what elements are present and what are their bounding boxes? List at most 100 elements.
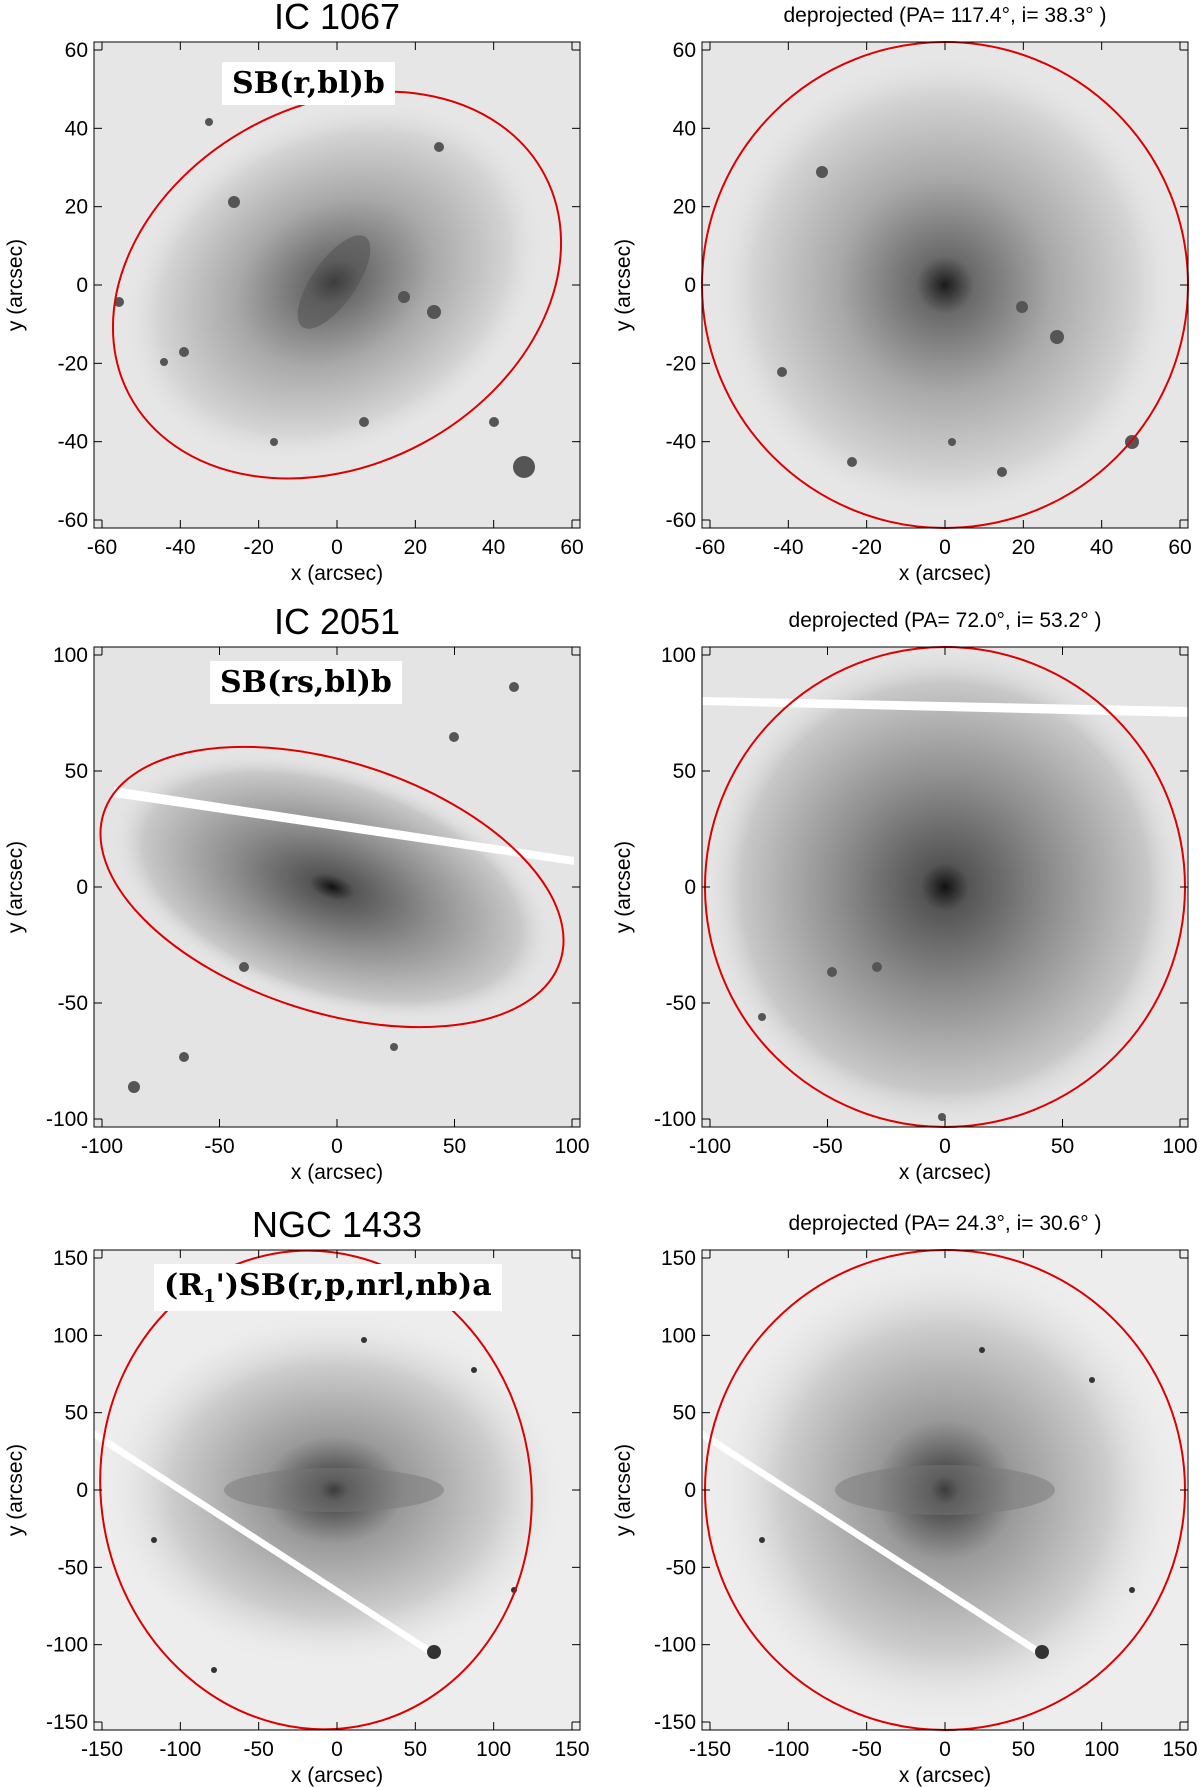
y-tick-label: 0	[684, 1479, 696, 1502]
x-tick-label: 50	[404, 1738, 427, 1761]
galaxy-bar	[297, 235, 371, 329]
x-tick-label: 100	[1162, 1135, 1197, 1158]
fit-ellipse	[99, 745, 565, 1029]
x-tick-label: 0	[939, 1135, 951, 1158]
y-tick-label: 0	[684, 274, 696, 297]
y-tick-label: -100	[46, 1634, 88, 1657]
panel-title: deprojected (PA= 72.0°, i= 53.2° )	[788, 609, 1102, 632]
y-axis-label: y (arcsec)	[4, 841, 27, 933]
y-tick-label: -100	[654, 1108, 696, 1131]
x-axis-ticks: -100 -50 0 50 100 x (arcsec)	[689, 647, 1198, 1184]
y-tick-label: 150	[661, 1247, 696, 1270]
y-tick-label: 0	[76, 274, 88, 297]
panel-title: NGC 1433	[251, 1204, 423, 1245]
y-tick-label: -40	[666, 431, 696, 454]
x-tick-label: -100	[767, 1738, 809, 1761]
x-tick-label: -20	[851, 536, 881, 559]
panel-ic1067-original: IC 1067 -60 -40 -20 0 20 40 60 y (arcsec) -60 -4…	[4, 0, 584, 585]
y-axis-label: y (arcsec)	[612, 841, 635, 933]
x-tick-label: -50	[812, 1135, 842, 1158]
y-tick-label: -20	[58, 352, 88, 375]
x-axis-ticks: -150 -100 -50 0 50 100 150 x (arcsec)	[81, 1250, 590, 1787]
galaxy-disk	[705, 647, 1185, 1127]
x-axis-label: x (arcsec)	[291, 1161, 383, 1184]
x-axis-label: x (arcsec)	[291, 1764, 383, 1787]
x-tick-label: -50	[243, 1738, 273, 1761]
panel-ic2051-deprojected: deprojected (PA= 72.0°, i= 53.2° ) -100-…	[612, 609, 1198, 1184]
y-axis-ticks: -150 -100 -50 0 50 100 150 y (arcsec)	[4, 1247, 580, 1734]
fit-ellipse	[111, 90, 563, 480]
y-tick-label: 100	[661, 1324, 696, 1347]
y-axis-label: y (arcsec)	[4, 239, 27, 331]
x-tick-label: -100	[81, 1135, 123, 1158]
x-tick-label: 0	[939, 1738, 951, 1761]
x-tick-label: -60	[87, 536, 117, 559]
panel-title: deprojected (PA= 24.3°, i= 30.6° )	[788, 1212, 1102, 1235]
x-axis-label: x (arcsec)	[291, 562, 383, 585]
x-tick-label: 0	[331, 1738, 343, 1761]
galaxy-image-plot: -100 -50 0 50 100 y (arcsec) -100 -50 0 50 100 x (…	[612, 644, 1198, 1184]
detector-gap	[114, 787, 574, 865]
x-tick-label: 20	[1012, 536, 1035, 559]
y-tick-label: 0	[76, 876, 88, 899]
y-tick-label: 100	[53, 1324, 88, 1347]
galaxy-disk	[705, 45, 1185, 525]
panel-title: deprojected (PA= 117.4°, i= 38.3° )	[783, 4, 1107, 27]
galaxy-bar	[224, 1468, 444, 1512]
x-tick-label: 0	[939, 536, 951, 559]
panel-ic1067-deprojected: deprojected (PA= 117.4°, i= 38.3° ) -60 -…	[612, 4, 1192, 585]
x-tick-label: 50	[443, 1135, 466, 1158]
detector-gap	[702, 697, 1188, 717]
y-tick-label: 50	[673, 1402, 696, 1425]
field-stars	[759, 1347, 1135, 1659]
x-tick-label: 100	[554, 1135, 589, 1158]
y-tick-label: -150	[46, 1711, 88, 1734]
hubble-classification: SB(rs,bl)b	[210, 661, 402, 704]
x-axis-ticks: -100 -50 0 50 100 x (arcsec)	[81, 647, 590, 1184]
panel-title: IC 1067	[273, 0, 401, 37]
x-tick-label: -150	[689, 1738, 731, 1761]
field-stars	[758, 962, 946, 1121]
galaxy-image-plot: -60 -40 -20 0 20 40 60 y (arcsec) -60 -40 -20 0 20 4…	[612, 39, 1192, 585]
y-axis-ticks: -100 -50 0 50 100 y (arcsec)	[4, 644, 580, 1131]
x-tick-label: 0	[331, 536, 343, 559]
y-tick-label: -60	[58, 509, 88, 532]
x-tick-label: -100	[689, 1135, 731, 1158]
x-tick-label: -50	[204, 1135, 234, 1158]
field-stars	[128, 682, 519, 1093]
y-tick-label: 0	[76, 1479, 88, 1502]
y-tick-label: 100	[661, 644, 696, 667]
x-tick-label: 0	[331, 1135, 343, 1158]
x-tick-label: -50	[851, 1738, 881, 1761]
fit-ellipse	[99, 1249, 533, 1731]
y-tick-label: 20	[65, 196, 88, 219]
detector-gap	[702, 1430, 1042, 1658]
y-axis-ticks: -100 -50 0 50 100 y (arcsec)	[612, 644, 1188, 1131]
y-tick-label: 20	[673, 196, 696, 219]
y-tick-label: -50	[666, 992, 696, 1015]
y-tick-label: -60	[666, 509, 696, 532]
x-tick-label: -40	[773, 536, 803, 559]
x-tick-label: 40	[1090, 536, 1113, 559]
y-tick-label: 50	[65, 1402, 88, 1425]
x-tick-label: -20	[243, 536, 273, 559]
y-axis-label: y (arcsec)	[612, 1444, 635, 1536]
y-tick-label: -50	[58, 1556, 88, 1579]
x-axis-ticks: -60 -40 -20 0 20 40 60 x (arcsec)	[695, 42, 1192, 585]
y-tick-label: -50	[58, 992, 88, 1015]
galaxy-image-plot: -100 -50 0 50 100 y (arcsec) -100 -50 0 50 100 x (…	[4, 644, 590, 1184]
galaxy-image-plot: -60 -40 -20 0 20 40 60 y (arcsec) -60 -40 -20 0 20 4…	[4, 39, 584, 585]
x-tick-label: 150	[1162, 1738, 1197, 1761]
y-tick-label: -40	[58, 431, 88, 454]
y-tick-label: 50	[673, 760, 696, 783]
x-axis-label: x (arcsec)	[899, 562, 991, 585]
x-tick-label: 60	[560, 536, 583, 559]
galaxy-disk	[110, 752, 554, 1022]
x-axis-ticks: -60 -40 -20 0 20 40 60 x (arcsec)	[87, 42, 584, 585]
x-axis-label: x (arcsec)	[899, 1161, 991, 1184]
panel-ngc1433-deprojected: deprojected (PA= 24.3°, i= 30.6° ) -150 -…	[612, 1212, 1198, 1787]
x-tick-label: 50	[1012, 1738, 1035, 1761]
x-tick-label: 50	[1051, 1135, 1074, 1158]
